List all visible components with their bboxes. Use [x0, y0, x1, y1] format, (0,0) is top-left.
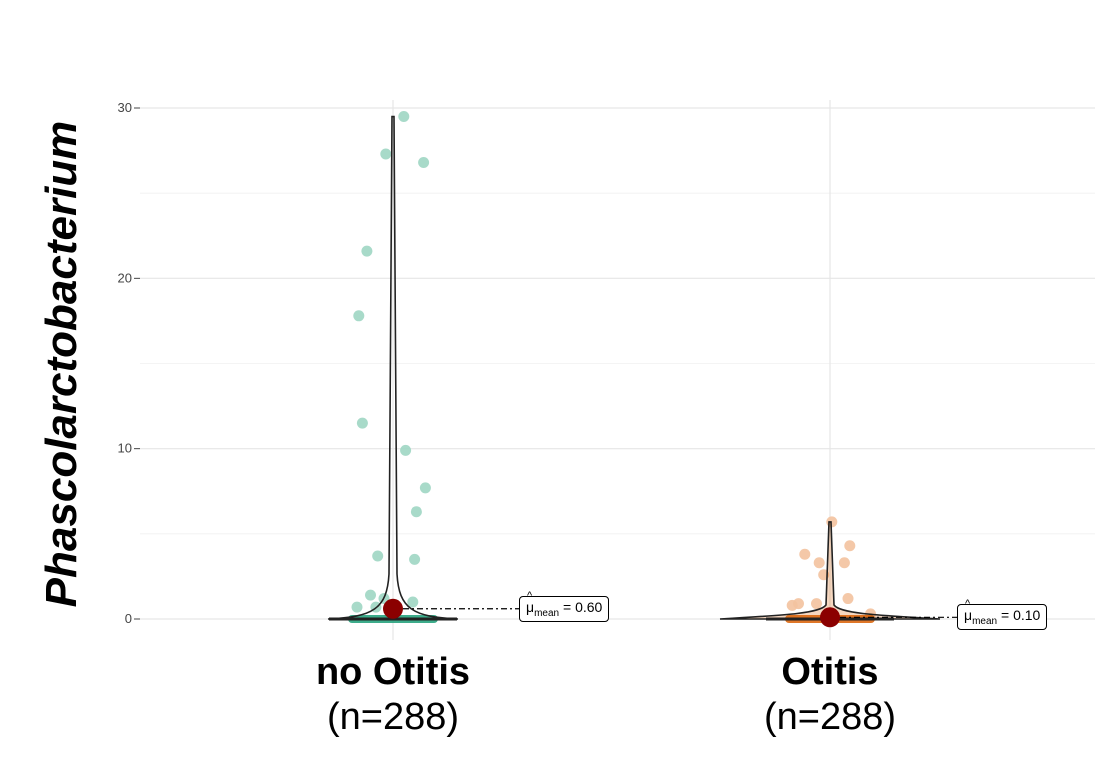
mu-symbol: μ: [964, 607, 972, 623]
data-point: [409, 553, 421, 565]
data-point: [811, 598, 822, 610]
mean-point: [820, 607, 840, 628]
data-point: [407, 596, 419, 608]
data-point: [356, 417, 368, 429]
equals-sign: =: [559, 598, 576, 615]
data-point: [365, 589, 376, 601]
data-point: [400, 444, 412, 456]
mean-annotation-no-otitis: μmean = 0.60: [519, 595, 610, 622]
violin-group: [327, 111, 519, 623]
mean-subscript: mean: [972, 616, 998, 628]
data-point: [786, 599, 798, 611]
mean-value: 0.60: [575, 598, 603, 615]
mu-symbol: μ: [526, 599, 534, 615]
equals-sign: =: [997, 607, 1014, 624]
y-tick-label: 0: [125, 611, 132, 626]
x-category-count: (n=288): [326, 696, 460, 738]
violin-shape: [719, 521, 941, 620]
y-axis-label: Phascolarctobacterium: [37, 120, 86, 608]
data-point: [380, 148, 392, 160]
data-point: [844, 540, 856, 552]
x-category-name: Otitis: [781, 651, 879, 693]
data-point: [418, 157, 430, 169]
data-point: [842, 593, 854, 605]
x-category-no-otitis: no Otitis (n=288): [316, 650, 470, 740]
data-point: [799, 548, 811, 560]
data-point: [398, 111, 410, 123]
y-tick-label: 20: [118, 270, 132, 285]
data-point: [361, 245, 373, 257]
data-point: [419, 482, 431, 494]
data-point: [838, 557, 850, 569]
data-point: [353, 310, 365, 322]
x-category-name: no Otitis: [315, 651, 471, 693]
y-tick-label: 30: [118, 100, 132, 115]
data-point: [351, 601, 363, 613]
mean-subscript: mean: [534, 607, 560, 619]
mean-value: 0.10: [1013, 607, 1041, 624]
violin-shape: [327, 115, 459, 620]
data-point: [813, 557, 825, 569]
y-axis-ticks: 0 10 20 30: [118, 100, 140, 626]
mean-point: [383, 598, 403, 619]
gridlines: [140, 100, 1095, 640]
violin-group: [719, 516, 957, 628]
violin-groups: [327, 111, 957, 628]
x-category-otitis: Otitis (n=288): [764, 650, 896, 740]
data-point: [410, 506, 422, 518]
y-tick-label: 10: [118, 441, 132, 456]
data-point: [372, 550, 384, 562]
x-category-count: (n=288): [763, 696, 897, 738]
mean-annotation-otitis: μmean = 0.10: [957, 604, 1048, 631]
